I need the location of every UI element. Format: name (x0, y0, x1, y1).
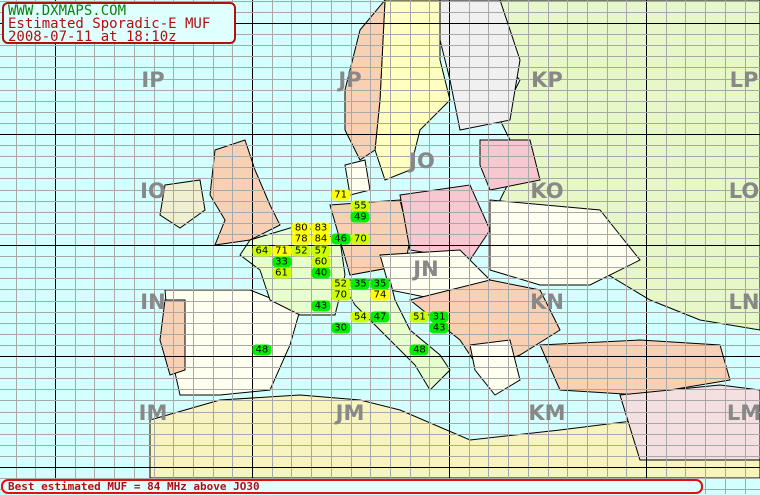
land-great-britain (209, 139, 281, 246)
field-label-jo: JO (409, 149, 435, 173)
title-panel: WWW.DXMAPS.COM Estimated Sporadic-E MUF … (2, 2, 236, 44)
muf-marker[interactable]: 35 (350, 278, 370, 290)
land-ukraine (489, 199, 641, 286)
map-title: Estimated Sporadic-E MUF (8, 16, 211, 32)
land-baltics (479, 139, 541, 191)
muf-marker[interactable]: 54 (350, 311, 370, 323)
field-label-lp: LP (729, 68, 759, 92)
muf-marker[interactable]: 48 (252, 344, 272, 356)
field-label-jm: JM (335, 401, 365, 425)
field-label-im: IM (138, 401, 168, 425)
land-poland (399, 184, 491, 261)
field-label-kn: KN (530, 290, 564, 314)
field-label-lo: LO (728, 179, 760, 203)
field-label-jp: JP (338, 68, 362, 92)
field-label-in: IN (140, 290, 166, 314)
muf-marker[interactable]: 57 (311, 245, 331, 257)
muf-marker[interactable]: 43 (429, 322, 449, 334)
field-label-io: IO (140, 179, 166, 203)
muf-marker[interactable]: 64 (252, 245, 272, 257)
muf-marker[interactable]: 52 (291, 245, 311, 257)
muf-marker[interactable]: 43 (311, 300, 331, 312)
muf-marker[interactable]: 55 (350, 200, 370, 212)
muf-marker[interactable]: 80 (291, 222, 311, 234)
muf-marker[interactable]: 61 (272, 267, 292, 279)
field-label-kp: KP (531, 68, 563, 92)
muf-marker[interactable]: 31 (429, 311, 449, 323)
field-label-ln: LN (728, 290, 760, 314)
muf-marker[interactable]: 49 (350, 211, 370, 223)
muf-marker[interactable]: 74 (370, 289, 390, 301)
muf-marker[interactable]: 46 (331, 233, 351, 245)
footer-status: Best estimated MUF = 84 MHz above JO30 (1, 479, 703, 494)
muf-marker[interactable]: 83 (311, 222, 331, 234)
muf-marker[interactable]: 70 (331, 289, 351, 301)
site-name[interactable]: WWW.DXMAPS.COM (8, 3, 127, 19)
field-label-km: KM (528, 401, 566, 425)
muf-marker[interactable]: 51 (409, 311, 429, 323)
land-finland (439, 0, 521, 131)
muf-marker[interactable]: 78 (291, 233, 311, 245)
muf-marker[interactable]: 60 (311, 256, 331, 268)
field-label-ko: KO (530, 179, 564, 203)
land-masses (149, 0, 760, 479)
map-timestamp: 2008-07-11 at 18:10z (8, 29, 177, 45)
muf-marker[interactable]: 47 (370, 311, 390, 323)
muf-marker[interactable]: 71 (272, 245, 292, 257)
muf-marker[interactable]: 70 (350, 233, 370, 245)
muf-marker[interactable]: 52 (331, 278, 351, 290)
muf-marker[interactable]: 35 (370, 278, 390, 290)
muf-marker[interactable]: 40 (311, 267, 331, 279)
field-label-ip: IP (141, 68, 165, 92)
muf-marker[interactable]: 30 (331, 322, 351, 334)
field-label-jn: JN (413, 257, 439, 281)
muf-marker[interactable]: 33 (272, 256, 292, 268)
muf-marker[interactable]: 84 (311, 233, 331, 245)
muf-marker[interactable]: 71 (331, 189, 351, 201)
field-label-lm: LM (726, 401, 760, 425)
muf-marker[interactable]: 48 (409, 344, 429, 356)
land-ireland (159, 179, 206, 229)
